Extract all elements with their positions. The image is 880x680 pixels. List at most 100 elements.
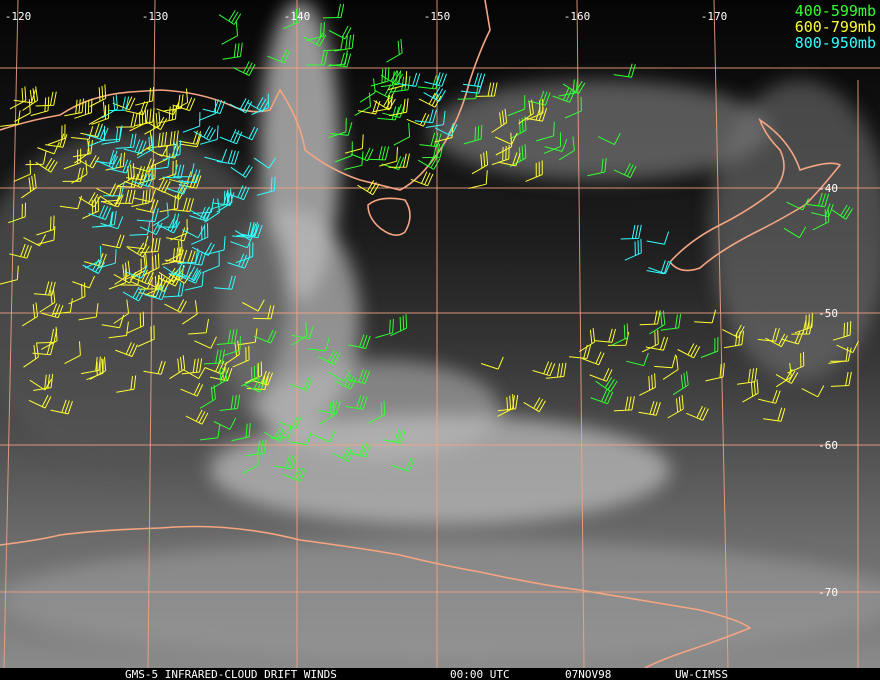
wind-barb (240, 223, 263, 239)
wind-barb (158, 271, 182, 287)
wind-barb (564, 96, 582, 119)
wind-barb (129, 109, 147, 132)
wind-barb (283, 466, 307, 482)
wind-barb (28, 394, 52, 409)
wind-barb (193, 125, 216, 141)
wind-barb (178, 169, 201, 184)
wind-barb (590, 389, 614, 405)
wind-barb (97, 249, 117, 269)
wind-barb (147, 178, 171, 194)
wind-barb (393, 122, 411, 146)
wind-barb (532, 361, 556, 377)
wind-barb (157, 105, 178, 124)
wind-barb (21, 302, 38, 327)
wind-barb (87, 125, 105, 147)
legend-entry: 400-599mb (795, 2, 876, 20)
wind-barb (370, 67, 390, 87)
wind-barb (348, 334, 371, 349)
footer-source: UW-CIMSS (675, 668, 728, 680)
wind-barb (137, 164, 156, 185)
wind-barb (613, 163, 637, 179)
wind-barb (328, 25, 352, 40)
wind-barb (347, 369, 371, 384)
wind-barb (219, 129, 243, 145)
wind-barb (32, 341, 55, 356)
latitude-label: -70 (818, 586, 838, 599)
wind-barb (178, 174, 202, 189)
wind-barb (101, 127, 122, 145)
wind-barb (246, 439, 267, 456)
wind-barb (35, 91, 57, 107)
wind-barb (373, 94, 393, 113)
wind-barb (476, 82, 498, 97)
wind-barb (98, 154, 122, 170)
wind-barb (226, 185, 250, 201)
wind-barb (218, 9, 242, 25)
wind-barb (229, 98, 253, 114)
wind-barb (375, 318, 394, 339)
wind-barb (152, 202, 169, 227)
wind-barb (81, 356, 101, 375)
wind-barb (166, 179, 190, 195)
wind-barb (414, 109, 437, 124)
wind-barb (241, 364, 259, 387)
wind-barb (124, 265, 148, 279)
wind-barb (103, 182, 125, 197)
wind-barb (374, 84, 397, 100)
wind-barb (536, 121, 555, 142)
wind-barb (468, 170, 488, 189)
wind-barb (193, 198, 215, 214)
wind-barb (775, 363, 792, 388)
wind-barb (388, 98, 409, 117)
wind-barb (253, 157, 277, 169)
wind-barb (334, 34, 355, 52)
legend-entry: 800-950mb (795, 34, 876, 52)
wind-barb (737, 367, 758, 385)
wind-barb (232, 61, 256, 76)
wind-barb (202, 99, 226, 114)
wind-barb (188, 318, 209, 335)
wind-barb (654, 354, 677, 369)
wind-barb (99, 195, 123, 207)
wind-barb (126, 166, 149, 181)
wind-barb (13, 160, 31, 182)
wind-barb (235, 126, 259, 141)
wind-barb (116, 375, 137, 393)
wind-barb (274, 454, 297, 470)
wind-barb (256, 176, 276, 196)
wind-barb (142, 253, 160, 276)
wind-barb (59, 195, 83, 210)
wind-barb (216, 150, 240, 165)
wind-barb (63, 148, 82, 170)
wind-barb (131, 269, 154, 285)
wind-barb (101, 94, 118, 119)
wind-barb (620, 224, 642, 240)
wind-barb (113, 299, 130, 324)
wind-barb (423, 86, 446, 102)
wind-barb (108, 321, 129, 339)
wind-barb (434, 122, 458, 137)
wind-barb (118, 163, 135, 187)
wind-barb (345, 395, 368, 410)
wind-barb (390, 314, 408, 337)
wind-barb (334, 374, 357, 390)
wind-barb (169, 355, 186, 380)
wind-barb (221, 21, 238, 45)
wind-barb (181, 358, 203, 375)
wind-barb (509, 116, 527, 140)
wind-barb (524, 106, 548, 122)
wind-barb (552, 87, 576, 103)
wind-barb (660, 314, 682, 331)
wind-barb (139, 237, 161, 254)
wind-barb (811, 203, 834, 218)
wind-barb (116, 113, 138, 128)
wind-barb (181, 226, 205, 239)
wind-barb (163, 282, 185, 298)
wind-barb (35, 157, 58, 173)
wind-barb (425, 110, 446, 128)
longitude-label: -150 (424, 10, 451, 23)
wind-barb (50, 399, 73, 415)
wind-barb (373, 95, 396, 111)
wind-barb (318, 400, 341, 415)
wind-barbs (0, 3, 859, 482)
